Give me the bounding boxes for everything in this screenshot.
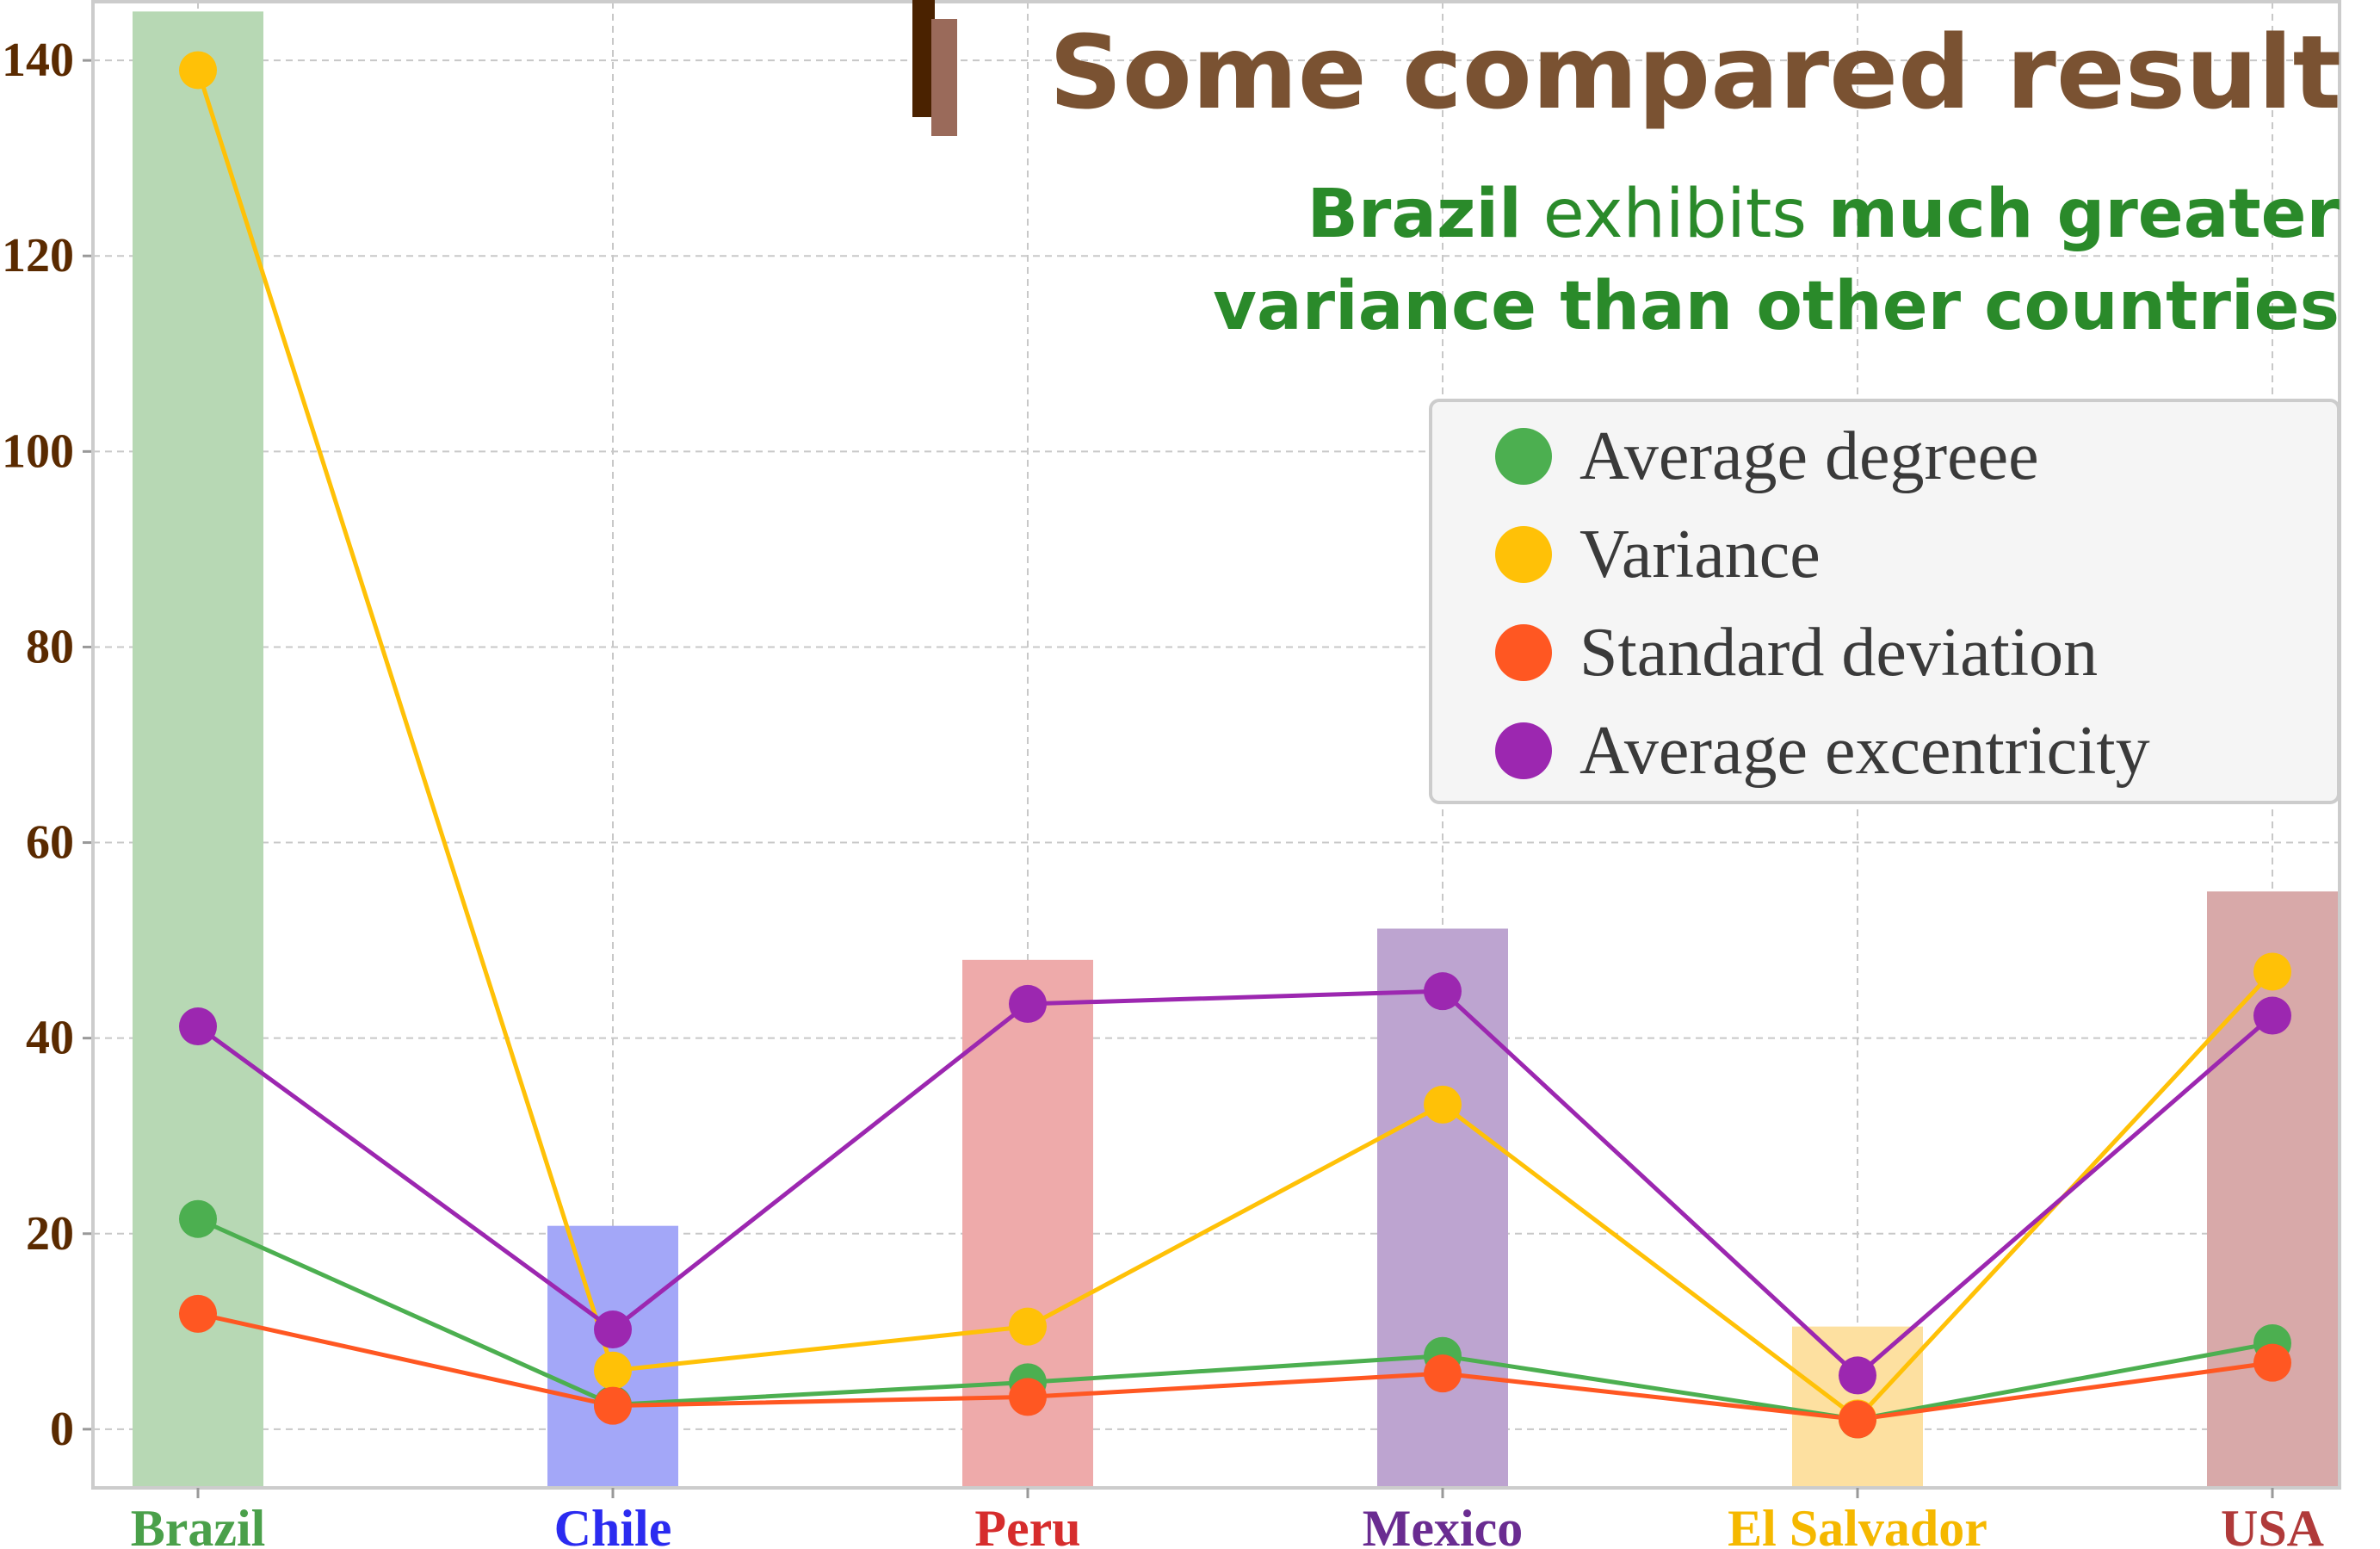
legend-marker-variance bbox=[1495, 526, 1552, 583]
series-line-standard-deviation bbox=[197, 1311, 2273, 1422]
point-variance bbox=[2253, 952, 2291, 991]
title-accent-bar-light bbox=[931, 19, 957, 136]
point-average-excentricity bbox=[594, 1310, 632, 1349]
title-accent-bar-dark bbox=[912, 0, 935, 117]
bar-brazil bbox=[133, 11, 263, 1489]
chart-title: Some compared result bbox=[1049, 13, 2341, 132]
legend-label-average-degreee: Average degreee bbox=[1579, 418, 2039, 494]
x-tick-label: Peru bbox=[974, 1500, 1080, 1549]
subtitle-segment: exhibits bbox=[1522, 176, 1828, 253]
point-standard-deviation bbox=[1839, 1400, 1876, 1439]
point-standard-deviation bbox=[1424, 1354, 1462, 1393]
legend: Average degreee Variance Standard deviatio… bbox=[1429, 399, 2340, 804]
x-tick-label: Brazil bbox=[131, 1500, 266, 1549]
y-axis-ticks: 0 20 40 60 80 100 120 140 bbox=[2, 34, 74, 1456]
point-average-excentricity bbox=[1839, 1356, 1876, 1395]
bar-usa bbox=[2207, 891, 2338, 1488]
legend-marker-standard-deviation bbox=[1495, 624, 1552, 681]
point-average-degreee bbox=[179, 1199, 217, 1238]
y-tick-label: 40 bbox=[26, 1012, 74, 1065]
subtitle-segment: much greater bbox=[1828, 176, 2340, 253]
subtitle-segment: variance than other countries bbox=[1213, 268, 2340, 345]
y-tick-label: 60 bbox=[26, 816, 74, 870]
point-standard-deviation bbox=[2253, 1343, 2291, 1382]
legend-label-standard-deviation: Standard deviation bbox=[1579, 615, 2098, 691]
x-axis-ticks: Brazil Chile Peru Mexico El Salvador USA bbox=[131, 1500, 2324, 1549]
point-variance bbox=[594, 1351, 632, 1390]
subtitle-segment: Brazil bbox=[1307, 176, 1521, 253]
y-tick-label: 140 bbox=[2, 34, 74, 87]
legend-items: Average degreee Variance Standard deviatio… bbox=[1495, 418, 2150, 789]
series-line-average-degreee bbox=[196, 1217, 2273, 1422]
y-tick-label: 120 bbox=[2, 229, 74, 282]
x-tick-label: Mexico bbox=[1363, 1500, 1524, 1549]
legend-box bbox=[1429, 399, 2340, 804]
x-tick-label: USA bbox=[2221, 1500, 2324, 1549]
point-standard-deviation bbox=[1009, 1378, 1047, 1416]
legend-label-variance: Variance bbox=[1579, 517, 1821, 592]
point-standard-deviation bbox=[179, 1294, 217, 1333]
point-average-excentricity bbox=[2253, 996, 2291, 1035]
point-standard-deviation bbox=[594, 1386, 632, 1425]
subtitle-line-2: variance than other countries bbox=[1213, 268, 2340, 345]
y-tick-label: 20 bbox=[26, 1207, 74, 1261]
series-points bbox=[179, 51, 2291, 1439]
y-tick-label: 0 bbox=[50, 1403, 74, 1456]
point-average-excentricity bbox=[1424, 972, 1462, 1011]
bar-mexico bbox=[1377, 928, 1508, 1488]
x-tick-label: Chile bbox=[554, 1500, 672, 1549]
series-lines bbox=[195, 69, 2274, 1422]
x-tick-label: El Salvador bbox=[1728, 1500, 1987, 1549]
point-variance bbox=[179, 51, 217, 90]
y-tick-label: 80 bbox=[26, 620, 74, 673]
point-variance bbox=[1424, 1085, 1462, 1124]
subtitle-group: Brazil exhibits much greater variance th… bbox=[1213, 176, 2340, 345]
series-line-average-excentricity bbox=[196, 988, 2274, 1379]
point-variance bbox=[1009, 1307, 1047, 1346]
title-group: Some compared result bbox=[912, 0, 2341, 136]
point-average-excentricity bbox=[179, 1007, 217, 1046]
subtitle-line-1: Brazil exhibits much greater bbox=[1307, 176, 2340, 253]
legend-marker-average-excentricity bbox=[1495, 722, 1552, 779]
y-tick-label: 100 bbox=[2, 424, 74, 478]
series-line-variance bbox=[195, 69, 2274, 1422]
point-average-excentricity bbox=[1009, 984, 1047, 1023]
legend-label-average-excentricity: Average excentricity bbox=[1579, 713, 2150, 789]
legend-marker-average-degreee bbox=[1495, 428, 1552, 485]
